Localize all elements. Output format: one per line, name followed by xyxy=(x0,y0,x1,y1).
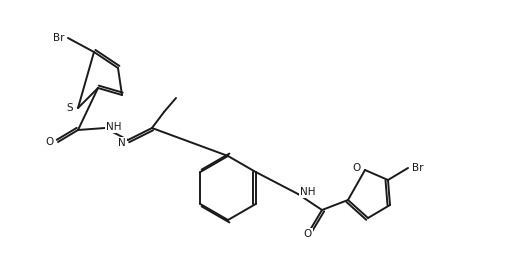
Text: Br: Br xyxy=(412,163,424,173)
Text: N: N xyxy=(118,138,126,148)
Text: NH: NH xyxy=(106,122,121,132)
Text: S: S xyxy=(67,103,73,113)
Text: Br: Br xyxy=(52,33,64,43)
Text: O: O xyxy=(304,229,312,239)
Text: O: O xyxy=(353,163,361,173)
Text: NH: NH xyxy=(300,187,315,197)
Text: O: O xyxy=(46,137,54,147)
